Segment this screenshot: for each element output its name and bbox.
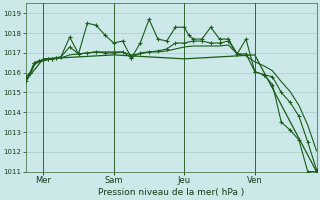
X-axis label: Pression niveau de la mer( hPa ): Pression niveau de la mer( hPa )	[98, 188, 244, 197]
